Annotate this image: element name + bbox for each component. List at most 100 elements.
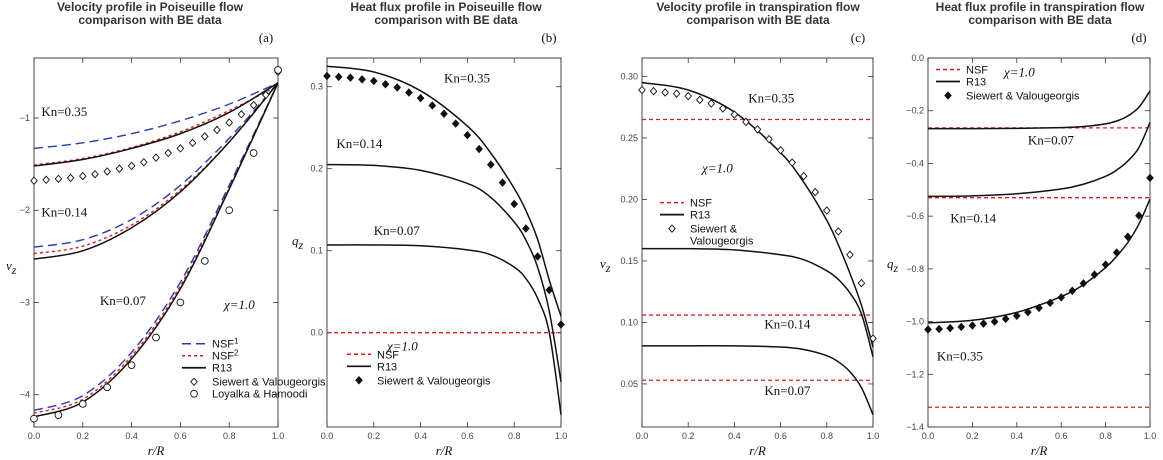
legend-label: Loyalka & Hamoodi	[212, 389, 307, 401]
data-point	[1012, 311, 1021, 321]
data-point	[924, 325, 932, 334]
data-point	[742, 117, 750, 127]
plot-frame	[326, 57, 562, 428]
y-axis-label: vz	[6, 258, 17, 277]
data-point	[249, 100, 258, 110]
legend-label: R13	[966, 76, 986, 88]
chi-label: χ=1.0	[1002, 64, 1035, 79]
data-point	[393, 83, 402, 92]
data-point	[369, 76, 378, 86]
legend-label: NSF	[377, 349, 399, 361]
kn-annotation: Kn=0.07	[764, 383, 810, 398]
x-tick-label: 0.2	[682, 431, 695, 441]
y-axis-label: vz	[600, 256, 611, 275]
data-point	[684, 91, 693, 101]
x-tick-label: 1.0	[272, 431, 285, 441]
y-tick-label: 0.25	[620, 133, 638, 143]
y-tick-label: 0.0	[310, 328, 323, 338]
legend-marker-swatch	[668, 224, 676, 233]
data-point	[323, 71, 331, 81]
chart-panel-d: Heat flux profile in transpiration flowc…	[887, 0, 1156, 458]
x-tick-label: 0.4	[414, 431, 427, 441]
x-tick-label: 0.6	[1055, 431, 1068, 441]
data-point	[1146, 173, 1154, 183]
data-point	[935, 324, 943, 334]
y-tick-label: −1.0	[906, 317, 924, 327]
data-point	[274, 66, 282, 74]
data-point	[533, 252, 542, 261]
data-point	[78, 171, 87, 181]
data-point	[78, 400, 87, 408]
legend-label: R13	[212, 363, 232, 375]
data-point	[115, 164, 124, 173]
data-point	[164, 148, 173, 158]
data-point	[152, 153, 160, 162]
series-line-r13-0	[927, 90, 1151, 130]
kn-annotation: Kn=0.14	[764, 317, 810, 332]
data-point	[127, 361, 136, 370]
data-point	[1090, 270, 1099, 279]
data-point	[1135, 211, 1143, 220]
data-point	[200, 132, 209, 141]
data-point	[225, 118, 234, 127]
series-line-r13-1	[641, 247, 874, 358]
x-tick-label: 1.0	[867, 431, 880, 441]
data-point	[249, 149, 258, 157]
series-line-r13-0	[326, 65, 562, 317]
data-point	[1001, 314, 1010, 324]
data-point	[1101, 260, 1110, 269]
data-point	[381, 79, 390, 89]
chart-panel-b: Heat flux profile in Poiseuille flowcomp…	[292, 0, 567, 458]
data-point	[176, 144, 185, 153]
data-point	[346, 73, 355, 82]
x-axis-label: r/R	[148, 443, 165, 458]
y-tick-label: 0.0	[911, 53, 924, 63]
x-tick-label: 0.8	[223, 431, 236, 441]
data-point	[649, 86, 658, 96]
x-tick-label: 0.0	[28, 431, 41, 441]
data-point	[661, 88, 669, 97]
legend-marker-swatch	[355, 376, 363, 385]
data-point	[545, 285, 554, 295]
x-axis-label: r/R	[1031, 443, 1048, 458]
data-point	[475, 144, 483, 154]
kn-annotation: Kn=0.35	[41, 104, 87, 119]
data-point	[719, 104, 727, 113]
data-point	[30, 414, 38, 423]
data-point	[428, 101, 437, 110]
kn-annotation: Kn=0.07	[374, 223, 420, 238]
data-point	[416, 93, 425, 103]
series-line-r13-1	[326, 163, 562, 383]
series-line-r13-1	[927, 122, 1151, 198]
x-tick-label: 0.0	[636, 431, 649, 441]
chart-title-line: comparison with BE data	[686, 13, 830, 27]
y-tick-label: 0.20	[620, 194, 638, 204]
kn-annotation: Kn=0.14	[336, 136, 382, 151]
series-line-nsf1-0	[33, 82, 279, 150]
data-point	[139, 157, 148, 167]
x-tick-label: 0.2	[77, 431, 90, 441]
kn-annotation: Kn=0.35	[748, 90, 794, 105]
y-tick-label: −0.6	[906, 211, 924, 221]
x-tick-label: 1.0	[1144, 431, 1157, 441]
data-point	[451, 119, 460, 128]
y-tick-label: −1.2	[906, 369, 924, 379]
kn-annotation: Kn=0.35	[937, 348, 983, 363]
series-line-nsf1-1	[33, 82, 279, 248]
y-tick-label: 0.10	[620, 317, 638, 327]
data-point	[522, 224, 530, 233]
data-point	[557, 320, 565, 329]
data-point	[788, 158, 796, 167]
legend-label: R13	[377, 361, 397, 373]
legend-label: Siewert & Valougeorgis	[212, 377, 326, 389]
data-point	[91, 169, 99, 179]
kn-annotation: Kn=0.14	[41, 205, 87, 220]
chart-title-line: Velocity profile in Poiseuille flow	[57, 0, 244, 14]
data-point	[811, 187, 820, 197]
chart-title-line: Heat flux profile in transpiration flow	[936, 0, 1145, 14]
data-point	[30, 176, 38, 185]
legend-label: NSF	[966, 64, 988, 76]
panel-label: (b)	[541, 30, 556, 45]
x-tick-label: 0.0	[321, 431, 334, 441]
